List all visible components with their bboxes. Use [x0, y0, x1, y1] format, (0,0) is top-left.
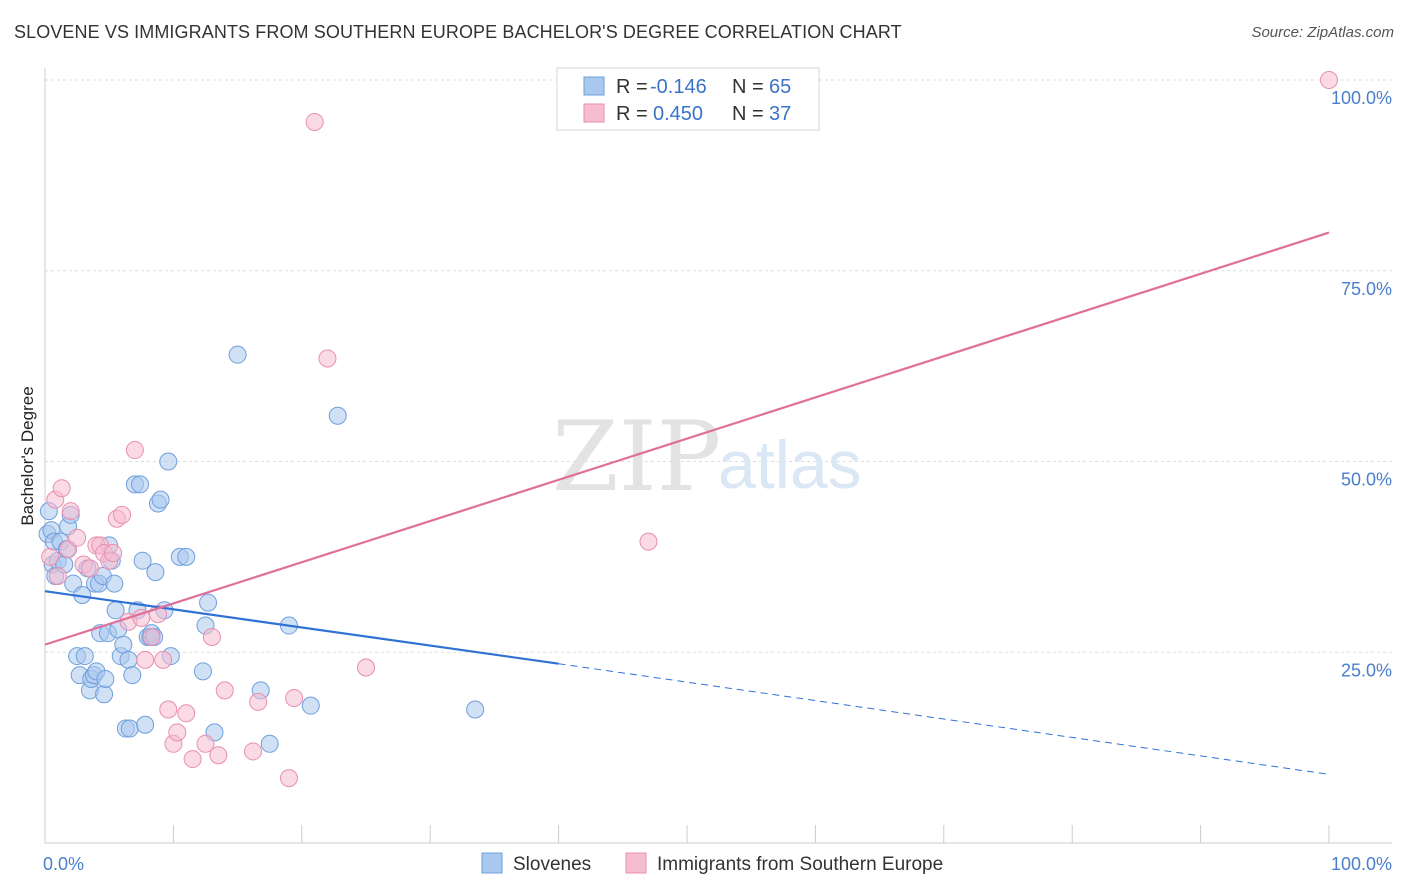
immigrants-point-26 [177, 704, 196, 723]
slovenes-point-56 [177, 547, 196, 566]
immigrants-point-13 [104, 544, 123, 563]
y-tick-labels: 25.0% 50.0% 75.0% 100.0% [1331, 88, 1392, 680]
immigrants-point-37 [318, 349, 337, 368]
immigrants-point-31 [215, 681, 234, 700]
legend-r-label: R = [616, 76, 648, 98]
immigrants-point-35 [285, 689, 304, 708]
data-points [38, 71, 1338, 788]
bottom-legend-swatch-immigrants [625, 852, 647, 874]
slovenes-point-60 [228, 345, 247, 364]
y-tick-label-3: 100.0% [1331, 88, 1392, 108]
immigrants-point-17 [125, 441, 144, 460]
watermark: ZIP atlas [552, 401, 862, 513]
immigrants-point-27 [183, 750, 202, 769]
x-tick-labels: 0.0% 100.0% [43, 854, 1392, 874]
slovenes-point-64 [301, 696, 320, 715]
slovenes-point-27 [96, 669, 115, 688]
immigrants-point-36 [305, 112, 324, 131]
slovenes-point-53 [159, 452, 178, 471]
immigrants-point-40 [1320, 71, 1338, 89]
slovenes-point-59 [199, 593, 218, 612]
legend-swatch-immigrants [583, 103, 605, 123]
slovenes-trend-line [44, 590, 559, 665]
y-tick-label-0: 25.0% [1341, 660, 1392, 680]
slovenes-point-43 [133, 551, 152, 570]
axes [44, 68, 1392, 844]
series-legend: Slovenes Immigrants from Southern Europe [481, 852, 943, 875]
immigrants-point-38 [357, 658, 375, 677]
slovenes-point-39 [123, 666, 142, 685]
y-axis-label: Bachelor's Degree [18, 386, 37, 525]
immigrants-point-0 [41, 547, 60, 566]
slovenes-point-49 [146, 563, 165, 582]
slovenes-trend-extension [558, 663, 1330, 775]
y-tick-label-1: 50.0% [1341, 470, 1392, 490]
immigrants-point-32 [244, 742, 263, 761]
y-tick-label-2: 75.0% [1341, 279, 1392, 299]
immigrants-point-29 [202, 627, 221, 646]
legend-n-value-immigrants: 37 [769, 103, 791, 125]
legend-swatch-slovenes [583, 76, 605, 96]
slovenes-point-37 [119, 650, 138, 669]
slovenes-point-16 [75, 647, 94, 666]
slovenes-point-51 [151, 490, 170, 509]
watermark-zip: ZIP [552, 401, 721, 513]
immigrants-point-33 [249, 692, 268, 711]
immigrants-point-39 [639, 532, 658, 551]
slovenes-point-35 [114, 635, 133, 654]
slovenes-point-38 [120, 719, 139, 738]
immigrants-point-15 [113, 505, 132, 524]
immigrants-point-5 [61, 502, 80, 521]
slovenes-point-66 [466, 700, 485, 719]
legend-n-label: N = [732, 76, 764, 98]
grid [45, 79, 1392, 653]
trend-lines [44, 231, 1330, 775]
legend-r-value-slovenes: -0.146 [650, 76, 707, 98]
immigrants-point-8 [80, 559, 99, 578]
immigrants-point-23 [159, 700, 178, 719]
legend-r-value-immigrants: 0.450 [653, 103, 703, 125]
immigrants-point-34 [279, 769, 298, 788]
legend-n-label: N = [732, 103, 764, 125]
legend-n-value-slovenes: 65 [769, 76, 791, 98]
immigrants-trend-line [44, 231, 1330, 646]
immigrants-point-20 [142, 627, 161, 646]
immigrants-point-30 [209, 746, 228, 765]
stats-legend: R = -0.146 N = 65 R = 0.450 N = 37 [556, 67, 820, 131]
bottom-legend-swatch-slovenes [481, 852, 503, 874]
immigrants-point-19 [136, 650, 155, 669]
slovenes-point-65 [328, 406, 347, 425]
source-label: Source: ZipAtlas.com [1251, 24, 1394, 41]
slovenes-point-57 [193, 662, 212, 681]
watermark-atlas: atlas [718, 427, 862, 503]
immigrants-point-18 [132, 608, 151, 627]
x-tick-label-end: 100.0% [1331, 854, 1392, 874]
immigrants-point-22 [154, 650, 173, 669]
bottom-legend-label-slovenes: Slovenes [513, 854, 591, 875]
legend-r-label: R = [616, 103, 648, 125]
immigrants-point-25 [168, 723, 187, 742]
slovenes-point-31 [105, 574, 124, 593]
chart-title: SLOVENE VS IMMIGRANTS FROM SOUTHERN EURO… [14, 22, 902, 42]
bottom-legend-label-immigrants: Immigrants from Southern Europe [657, 854, 943, 875]
immigrants-point-28 [196, 734, 215, 753]
slovenes-point-44 [136, 715, 155, 734]
immigrants-point-3 [52, 479, 71, 498]
slovenes-point-26 [95, 685, 114, 704]
slovenes-point-42 [131, 475, 150, 494]
immigrants-point-2 [48, 566, 67, 585]
x-tick-label-start: 0.0% [43, 854, 84, 874]
slovenes-point-62 [260, 734, 279, 753]
immigrants-point-6 [68, 528, 87, 547]
